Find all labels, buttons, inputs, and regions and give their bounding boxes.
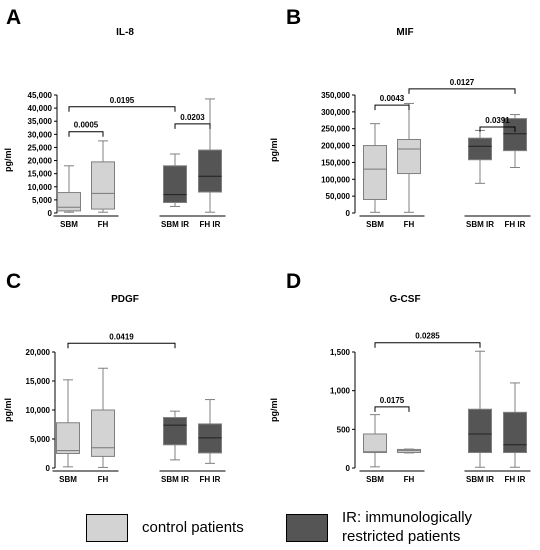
x-tick-label: FH IR (505, 220, 526, 229)
y-tick-label: 10,000 (26, 406, 51, 415)
x-tick-label: FH (98, 220, 109, 229)
box-sbm (363, 145, 387, 201)
y-tick-label: 30,000 (28, 130, 53, 139)
x-tick-label: SBM (59, 475, 77, 484)
box-fh-ir (198, 423, 222, 454)
panel-b: B MIF pg/ml 0 50,000 100,000 150,000 200,000 250… (269, 6, 531, 229)
significance-bracket (68, 131, 104, 137)
y-axis-label: pg/ml (3, 398, 13, 422)
x-tick-label: SBM (366, 220, 384, 229)
y-tick-label: 0 (346, 464, 351, 473)
p-value-label: 0.0195 (110, 96, 135, 105)
significance-bracket (374, 406, 410, 412)
y-tick-label: 50,000 (326, 192, 351, 201)
p-value-label: 0.0419 (109, 332, 134, 341)
y-tick-label: 1,000 (330, 387, 351, 396)
x-tick-label: FH (98, 475, 109, 484)
box-sbm-ir (468, 137, 492, 161)
y-tick-label: 35,000 (28, 117, 53, 126)
legend-control-swatch (86, 514, 128, 542)
p-value-label: 0.0175 (380, 396, 405, 405)
significance-bracket (174, 123, 211, 129)
p-value-label: 0.0391 (485, 116, 510, 125)
panel-letter: B (286, 6, 301, 29)
legend-ir-label: IR: immunologically restricted patients (342, 508, 472, 546)
box-fh (91, 409, 115, 457)
box-sbm-ir (468, 408, 492, 454)
x-tick-label: SBM IR (466, 220, 494, 229)
y-tick-label: 100,000 (321, 175, 350, 184)
y-tick-label: 350,000 (321, 91, 350, 100)
panel-letter: C (6, 270, 21, 293)
panel-d: D G-CSF pg/ml 0 500 1,000 1,500 SBM FH SBM IR FH I… (269, 270, 531, 484)
panel-c: C PDGF pg/ml 0 5,000 10,000 15,000 20,000 SBM FH S… (3, 270, 226, 484)
box-fh (397, 139, 421, 175)
box-sbm (57, 192, 81, 212)
significance-bracket (374, 342, 481, 348)
panel-title: MIF (396, 27, 413, 38)
x-tick-label: FH IR (200, 475, 221, 484)
x-tick-label: FH (404, 220, 415, 229)
panel-title: IL-8 (116, 27, 134, 38)
y-axis-label: pg/ml (3, 148, 13, 172)
x-tick-label: SBM (60, 220, 78, 229)
panel-title: PDGF (111, 294, 139, 305)
p-value-label: 0.0127 (450, 78, 475, 87)
y-tick-label: 500 (337, 425, 351, 434)
y-tick-label: 20,000 (26, 348, 51, 357)
box-plot-figure: A IL-8 pg/ml 0 5,000 10,000 15,000 20,000 25,000… (3, 6, 531, 484)
box-fh-ir (503, 411, 527, 454)
box-fh (91, 161, 115, 210)
y-tick-label: 0 (46, 464, 51, 473)
y-tick-label: 25,000 (28, 143, 53, 152)
legend-ir-swatch (286, 514, 328, 542)
box-sbm-ir (163, 165, 187, 204)
x-tick-label: FH (404, 475, 415, 484)
p-value-label: 0.0285 (415, 332, 440, 341)
significance-bracket (374, 104, 410, 111)
panel-letter: D (286, 270, 301, 293)
significance-bracket (67, 342, 176, 349)
legend: control patients IR: immunologically res… (0, 500, 540, 550)
legend-control-label: control patients (142, 519, 244, 536)
x-tick-label: SBM IR (161, 475, 189, 484)
box-sbm (56, 422, 80, 455)
y-tick-label: 10,000 (28, 183, 53, 192)
box-sbm-ir (163, 417, 187, 446)
significance-bracket (68, 106, 176, 112)
x-tick-label: SBM IR (466, 475, 494, 484)
x-tick-label: FH IR (505, 475, 526, 484)
x-tick-label: SBM (366, 475, 384, 484)
significance-bracket (408, 88, 516, 94)
x-tick-label: FH IR (200, 220, 221, 229)
x-tick-label: SBM IR (161, 220, 189, 229)
box-sbm (363, 433, 387, 454)
y-tick-label: 15,000 (28, 170, 53, 179)
legend-ir-label-line2: restricted patients (342, 528, 461, 545)
panel-letter: A (6, 6, 21, 29)
y-tick-label: 5,000 (30, 435, 51, 444)
p-value-label: 0.0043 (380, 94, 405, 103)
y-tick-label: 150,000 (321, 158, 350, 167)
y-tick-label: 200,000 (321, 142, 350, 151)
y-tick-label: 45,000 (28, 91, 53, 100)
y-axis-label: pg/ml (269, 138, 279, 162)
panel-title: G-CSF (389, 294, 420, 305)
y-tick-label: 20,000 (28, 157, 53, 166)
box-fh-ir (198, 149, 222, 193)
p-value-label: 0.0203 (180, 113, 205, 122)
y-tick-label: 40,000 (28, 104, 53, 113)
y-tick-label: 0 (48, 209, 53, 218)
significance-bracket (479, 126, 516, 133)
p-value-label: 0.0005 (74, 121, 99, 130)
y-axis-label: pg/ml (269, 398, 279, 422)
panel-a: A IL-8 pg/ml 0 5,000 10,000 15,000 20,000 25,000… (3, 6, 226, 229)
y-tick-label: 250,000 (321, 125, 350, 134)
y-tick-label: 5,000 (32, 196, 53, 205)
legend-ir-label-line1: IR: immunologically (342, 509, 473, 526)
y-tick-label: 15,000 (26, 377, 51, 386)
y-tick-label: 0 (346, 209, 351, 218)
y-tick-label: 300,000 (321, 108, 350, 117)
y-tick-label: 1,500 (330, 348, 351, 357)
